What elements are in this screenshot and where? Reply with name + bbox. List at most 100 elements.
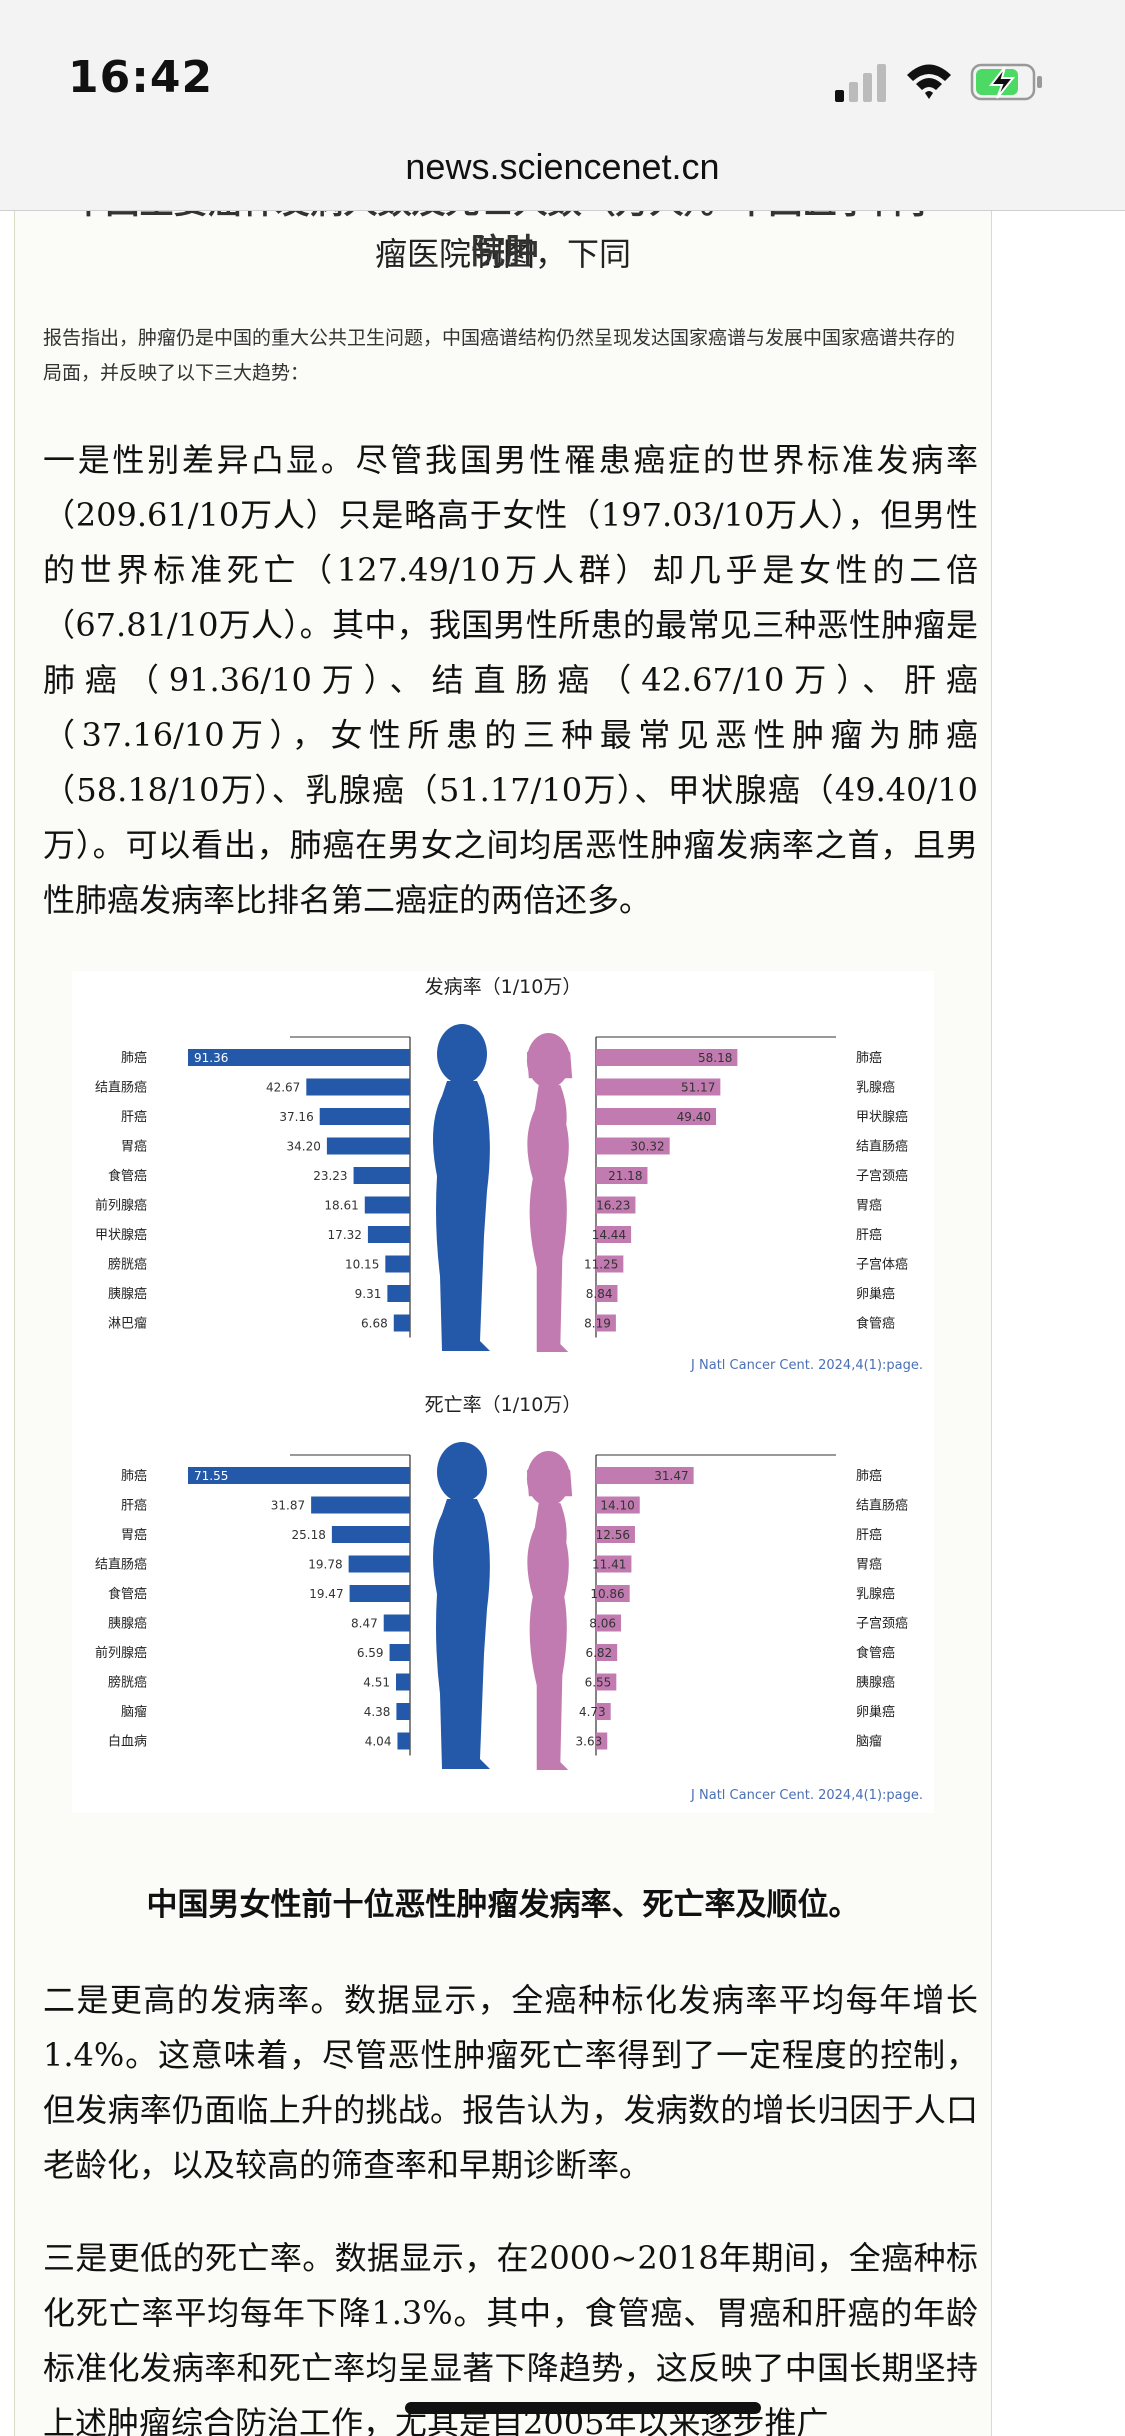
female-category-label: 胃癌	[856, 1557, 882, 1573]
male-value-label: 10.15	[345, 1258, 379, 1272]
female-value-label: 8.06	[589, 1617, 616, 1631]
signal-icon	[835, 64, 886, 102]
caption-line: 瘤医院制图，下同	[374, 235, 631, 273]
female-value-label: 21.18	[608, 1169, 642, 1183]
male-bar	[383, 1614, 410, 1632]
female-hair	[526, 1039, 573, 1079]
female-value-label: 51.17	[681, 1081, 715, 1095]
female-value-label: 11.41	[592, 1558, 626, 1572]
male-bar	[367, 1226, 410, 1243]
female-value-label: 8.19	[584, 1317, 611, 1331]
female-bar	[596, 1526, 635, 1543]
incidence-chart: 发病率（1/10万） 91.36 肺癌 42.67 结直肠癌 37.16 肝癌 34.20 胃癌…	[95, 976, 923, 1373]
male-bar	[385, 1255, 410, 1273]
male-value-label: 19.78	[308, 1558, 342, 1572]
male-category-label: 肺癌	[121, 1468, 147, 1484]
male-category-label: 胰腺癌	[108, 1616, 147, 1632]
male-bar	[349, 1585, 410, 1602]
male-value-label: 91.36	[194, 1051, 228, 1065]
status-icons	[835, 63, 1042, 102]
female-value-label: 14.10	[600, 1499, 634, 1513]
female-category-label: 胃癌	[856, 1198, 882, 1214]
female-bar	[596, 1078, 721, 1096]
female-value-label: 10.86	[590, 1587, 624, 1601]
female-value-label: 6.55	[585, 1676, 612, 1690]
male-category-label: 胰腺癌	[108, 1286, 147, 1302]
female-value-label: 11.25	[584, 1258, 618, 1272]
male-category-label: 前列腺癌	[95, 1198, 147, 1214]
male-value-label: 6.59	[357, 1646, 384, 1660]
caption-cut-line: 中国主要癌种发病人数及死亡人数（万人）。中国医学科学院肿	[72, 211, 939, 272]
female-category-label: 胰腺癌	[856, 1675, 895, 1691]
female-value-label: 4.73	[579, 1705, 606, 1719]
male-value-label: 17.32	[328, 1228, 362, 1242]
paragraph-gender-difference: 一是性别差异凸显。尽管我国男性罹患癌症的世界标准发病率（209.61/10万人）…	[43, 441, 978, 919]
male-body	[433, 1081, 490, 1351]
female-silhouette	[526, 1450, 573, 1771]
male-bar	[306, 1078, 410, 1096]
figure-caption: 中国男女性前十位恶性肿瘤发病率、死亡率及顺位。	[146, 1887, 860, 1923]
female-value-label: 58.18	[698, 1051, 732, 1065]
male-bar	[389, 1644, 410, 1661]
female-body	[527, 1085, 569, 1353]
male-value-label: 42.67	[266, 1081, 300, 1095]
status-time: 16:42	[68, 52, 214, 103]
female-bar	[596, 1585, 630, 1602]
male-head	[437, 1024, 487, 1084]
figure-caption-previous: 中国主要癌种发病人数及死亡人数（万人）。中国医学科学院肿 瘤医院制图，下同	[15, 211, 991, 279]
female-body	[527, 1503, 569, 1771]
male-bar	[396, 1673, 410, 1691]
male-category-label: 肝癌	[121, 1498, 147, 1514]
female-value-label: 14.44	[592, 1228, 626, 1242]
male-value-label: 4.38	[364, 1705, 391, 1719]
female-category-label: 乳腺癌	[856, 1080, 895, 1096]
female-category-label: 食管癌	[856, 1316, 895, 1332]
female-category-label: 乳腺癌	[856, 1586, 895, 1602]
male-value-label: 34.20	[287, 1140, 321, 1154]
female-bar	[596, 1732, 608, 1750]
female-bar	[596, 1644, 618, 1661]
male-category-label: 肺癌	[121, 1050, 147, 1066]
paragraph-lower-mortality: 三是更低的死亡率。数据显示，在2000~2018年期间，全癌种标化死亡率平均每年…	[43, 2239, 978, 2436]
male-bar	[397, 1732, 410, 1750]
article-page: 中国主要癌种发病人数及死亡人数（万人）。中国医学科学院肿 瘤医院制图，下同 报告…	[14, 211, 992, 2436]
male-silhouette	[433, 1024, 490, 1351]
male-category-label: 膀胱癌	[108, 1257, 147, 1273]
chart-title: 发病率（1/10万）	[425, 976, 582, 998]
male-bar	[319, 1108, 410, 1125]
male-value-label: 4.04	[365, 1735, 392, 1749]
female-bar	[596, 1108, 717, 1125]
female-bar	[596, 1673, 617, 1691]
female-bar	[596, 1196, 636, 1214]
male-category-label: 胃癌	[121, 1139, 147, 1155]
home-indicator[interactable]	[405, 2402, 761, 2414]
male-category-label: 肝癌	[121, 1109, 147, 1125]
female-category-label: 食管癌	[856, 1645, 895, 1661]
male-category-label: 胃癌	[121, 1527, 147, 1543]
female-bar	[596, 1137, 670, 1155]
male-bar	[326, 1137, 410, 1155]
url-text[interactable]: news.sciencenet.cn	[405, 146, 720, 187]
male-head	[437, 1442, 487, 1502]
male-category-label: 结直肠癌	[95, 1080, 147, 1096]
wifi-icon	[907, 64, 951, 99]
female-bar	[596, 1555, 632, 1573]
status-bar: 16:42	[0, 0, 1125, 140]
male-category-label: 结直肠癌	[95, 1557, 147, 1573]
male-category-label: 淋巴瘤	[108, 1316, 147, 1332]
address-bar[interactable]: news.sciencenet.cn	[0, 140, 1125, 211]
female-bar	[596, 1049, 738, 1066]
battery-charging-icon	[970, 63, 1042, 101]
female-value-label: 49.40	[677, 1110, 711, 1124]
male-bar	[348, 1555, 410, 1573]
male-value-label: 31.87	[271, 1499, 305, 1513]
cancer-rate-chart: 发病率（1/10万） 91.36 肺癌 42.67 结直肠癌 37.16 肝癌 34.20 胃癌…	[72, 971, 934, 1813]
female-category-label: 子宫颈癌	[856, 1168, 908, 1184]
female-category-label: 卵巢癌	[856, 1286, 895, 1302]
female-hair	[526, 1457, 573, 1497]
female-bar	[596, 1614, 622, 1632]
female-category-label: 子宫颈癌	[856, 1616, 908, 1632]
male-value-label: 71.55	[194, 1469, 228, 1483]
female-category-label: 子宫体癌	[856, 1257, 908, 1273]
male-value-label: 37.16	[279, 1110, 313, 1124]
